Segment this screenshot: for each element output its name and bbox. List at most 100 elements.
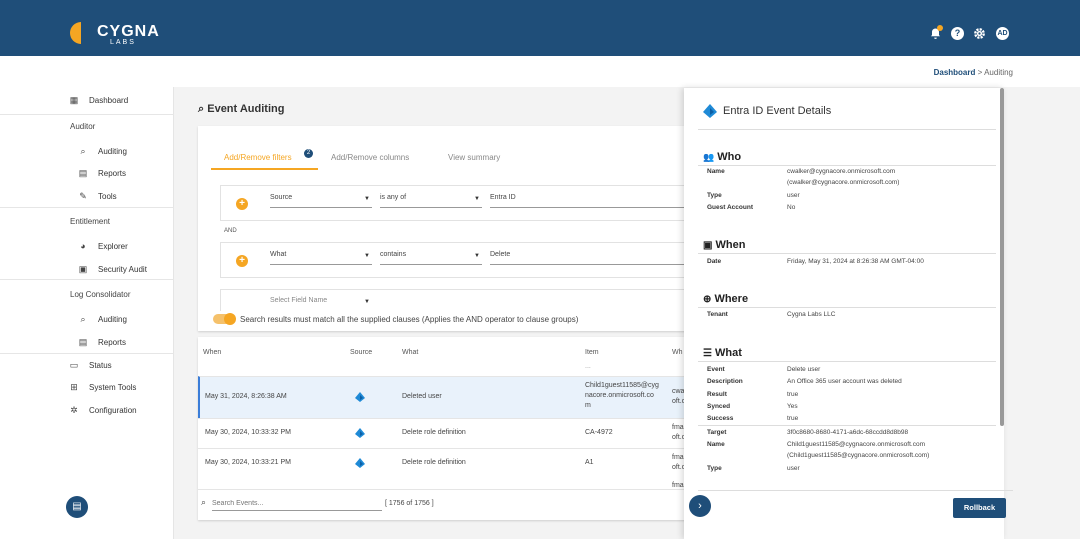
- entra-id-icon: [355, 428, 365, 438]
- entra-id-icon: [355, 458, 365, 468]
- sidebar-item-lc-auditing[interactable]: ⌕ Auditing: [78, 314, 126, 324]
- sidebar-item-status[interactable]: ▭ Status: [69, 360, 112, 370]
- breadcrumb: Dashboard > Auditing: [934, 68, 1013, 77]
- globe-icon: ⊕: [703, 294, 712, 305]
- top-bar: [0, 0, 1080, 56]
- chevron-down-icon: ▼: [474, 196, 480, 202]
- field-value: true: [787, 391, 799, 398]
- add-clause-button[interactable]: +: [236, 255, 248, 267]
- breadcrumb-dashboard[interactable]: Dashboard: [933, 68, 976, 77]
- match-all-toggle[interactable]: [213, 313, 236, 325]
- rollback-button[interactable]: Rollback: [953, 498, 1006, 518]
- sidebar-item-system-tools[interactable]: ⊞ System Tools: [70, 382, 137, 392]
- row-who: fma: [672, 482, 684, 489]
- row-item: CA-4972: [585, 429, 613, 436]
- row-item: nacore.onmicrosoft.co: [585, 392, 654, 399]
- operator-select[interactable]: contains ▼: [380, 251, 482, 265]
- clause-group: [220, 185, 690, 221]
- row-who: oft.c: [672, 434, 686, 441]
- entra-id-icon: [355, 392, 365, 402]
- divider: [698, 425, 996, 426]
- entra-id-icon: [703, 104, 717, 118]
- sidebar-item-configuration[interactable]: ✲ Configuration: [70, 405, 137, 415]
- avatar[interactable]: AD: [996, 27, 1009, 40]
- column-header-item[interactable]: Item: [585, 349, 599, 356]
- chevron-down-icon: ▼: [364, 253, 370, 259]
- filter-count-badge: 2: [304, 149, 313, 158]
- divider: [698, 307, 996, 308]
- wrench-icon: ✎: [79, 191, 87, 201]
- sidebar-item-reports[interactable]: ▤ Reports: [78, 168, 127, 178]
- row-item: m: [585, 402, 591, 409]
- field-value: user: [787, 465, 800, 472]
- sidebar-item-tools[interactable]: ✎ Tools: [79, 191, 117, 201]
- table-row[interactable]: [198, 448, 698, 478]
- column-header-what[interactable]: What: [402, 349, 419, 356]
- field-select[interactable]: Source ▼: [270, 194, 372, 208]
- field-label: Date: [707, 258, 722, 265]
- chevron-right-button[interactable]: ›: [689, 495, 711, 517]
- tab-view-summary[interactable]: View summary: [448, 153, 501, 162]
- explorer-icon: ◕: [80, 241, 86, 251]
- tab-add-remove-columns[interactable]: Add/Remove columns: [331, 153, 410, 162]
- field-value: true: [787, 415, 799, 422]
- divider: [698, 361, 996, 362]
- row-what: Delete role definition: [402, 459, 466, 466]
- gear-icon: ✲: [70, 405, 78, 415]
- gear-icon[interactable]: [973, 27, 986, 40]
- field-label: Name: [707, 441, 725, 448]
- help-icon[interactable]: ?: [951, 27, 964, 40]
- field-value: 3f0c8680-8680-4171-a6dc-68ccdd8d8b98: [787, 429, 909, 436]
- search-input[interactable]: [212, 496, 382, 511]
- bell-icon[interactable]: [929, 27, 942, 40]
- event-details-panel: [684, 88, 1004, 539]
- result-count: [ 1756 of 1756 ]: [385, 500, 434, 507]
- value-input[interactable]: Delete: [490, 251, 684, 265]
- field-label: Success: [707, 415, 734, 422]
- sidebar-item-auditing[interactable]: ⌕ Auditing: [78, 146, 126, 156]
- sidebar-item-security-audit[interactable]: ▣ Security Audit: [78, 264, 147, 274]
- chat-button[interactable]: ▤: [66, 496, 88, 518]
- new-field-select[interactable]: Select Field Name ▼: [270, 297, 370, 305]
- divider: [0, 279, 174, 280]
- search-icon: ⌕: [198, 103, 205, 115]
- search-icon: ⌕: [80, 314, 86, 324]
- search-icon: ⌕: [80, 146, 86, 156]
- value-input[interactable]: Entra ID: [490, 194, 684, 208]
- field-label: Result: [707, 391, 727, 398]
- row-when: May 30, 2024, 10:33:32 PM: [205, 429, 291, 436]
- field-value: Cygna Labs LLC: [787, 311, 836, 318]
- field-label: Description: [707, 378, 743, 385]
- panel-scrollbar[interactable]: [1000, 88, 1004, 426]
- sidebar-item-lc-reports[interactable]: ▤ Reports: [78, 337, 127, 347]
- field-value: Friday, May 31, 2024 at 8:26:38 AM GMT-0…: [787, 258, 924, 265]
- column-header-source[interactable]: Source: [350, 349, 373, 356]
- clause-group: [220, 242, 690, 278]
- security-audit-icon: ▣: [78, 264, 88, 274]
- breadcrumb-current: Auditing: [984, 68, 1013, 77]
- row-who: oft.co: [672, 398, 690, 405]
- field-value: Child1guest11585@cygnacore.onmicrosoft.c…: [787, 441, 930, 459]
- divider: [0, 207, 174, 208]
- logo-icon: [70, 19, 93, 47]
- add-clause-button[interactable]: +: [236, 198, 248, 210]
- section-what: ☰ What: [703, 347, 742, 359]
- field-label: Guest Account: [707, 204, 753, 211]
- row-who: cwa: [672, 388, 685, 395]
- sidebar-item-dashboard[interactable]: ▦ Dashboard: [69, 95, 129, 105]
- field-select[interactable]: What ▼: [270, 251, 372, 265]
- search-icon: ⌕: [201, 497, 207, 507]
- calendar-icon: ▣: [703, 240, 713, 251]
- field-value: cwalker@cygnacore.onmicrosoft.com (cwalk…: [787, 168, 900, 186]
- page-title: ⌕ Event Auditing: [198, 103, 285, 115]
- operator-select[interactable]: is any of ▼: [380, 194, 482, 208]
- column-header-when[interactable]: When: [203, 349, 222, 356]
- sidebar-item-explorer[interactable]: ◕ Explorer: [78, 241, 128, 251]
- section-who: 👥 Who: [703, 151, 742, 163]
- column-header-who[interactable]: Wh: [672, 349, 683, 356]
- table-row[interactable]: [198, 418, 698, 448]
- reports-icon: ▤: [78, 168, 88, 178]
- table-row[interactable]: [198, 376, 698, 418]
- tab-add-remove-filters[interactable]: Add/Remove filters: [224, 153, 292, 162]
- status-icon: ▭: [69, 360, 79, 370]
